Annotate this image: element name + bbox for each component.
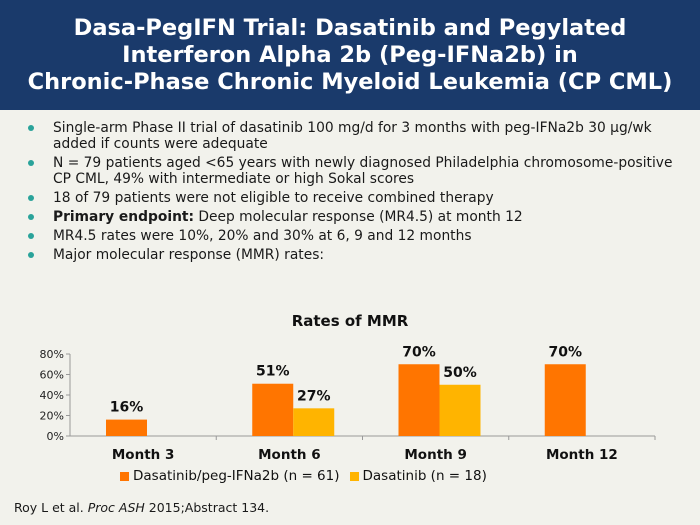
y-tick-label: 60% [40, 369, 64, 382]
legend-swatch-dasatinib [349, 471, 359, 481]
bullet-text: Single-arm Phase II trial of dasatinib 1… [53, 120, 652, 152]
y-tick-label: 80% [40, 348, 64, 361]
bullet-list: Single-arm Phase II trial of dasatinib 1… [26, 120, 686, 266]
citation: Roy L et al. Proc ASH 2015;Abstract 134. [14, 500, 269, 515]
bar-combo-month-6 [252, 383, 294, 436]
bar-combo-month-3 [106, 419, 147, 436]
bullet-item: N = 79 patients aged <65 years with newl… [26, 155, 686, 187]
data-label: 51% [256, 364, 290, 380]
bullet-item: Single-arm Phase II trial of dasatinib 1… [26, 120, 686, 152]
data-label: 16% [110, 400, 144, 416]
data-label: 70% [402, 344, 436, 360]
bullet-dot-icon [28, 252, 34, 258]
chart-legend: Dasatinib/peg-IFNa2b (n = 61) Dasatinib … [120, 468, 487, 484]
citation-prefix: Roy L et al. [14, 500, 88, 515]
bullet-dot-icon [28, 233, 34, 239]
bar-dasatinib-month-6 [293, 408, 335, 436]
bar-dasatinib-month-9 [439, 384, 481, 436]
data-label: 27% [297, 388, 331, 404]
bar-combo-month-9 [398, 364, 440, 436]
citation-suffix: 2015;Abstract 134. [144, 500, 270, 515]
data-label: 50% [443, 365, 477, 381]
citation-journal: Proc ASH [87, 500, 145, 515]
x-tick-label: Month 6 [258, 447, 320, 463]
chart-title: Rates of MMR [291, 312, 409, 330]
bullet-item: Primary endpoint: Deep molecular respons… [26, 209, 686, 225]
x-tick-label: Month 12 [546, 447, 618, 463]
bullet-text: 18 of 79 patients were not eligible to r… [53, 190, 494, 206]
bullet-bold-label: Primary endpoint: [53, 209, 195, 225]
slide-header: Dasa-PegIFN Trial: Dasatinib and Pegylat… [0, 0, 700, 110]
y-tick-label: 0% [47, 430, 64, 443]
bullet-dot-icon [28, 195, 34, 201]
legend-item-dasatinib: Dasatinib (n = 18) [349, 468, 487, 484]
bullet-item: MR4.5 rates were 10%, 20% and 30% at 6, … [26, 228, 686, 244]
data-label: 70% [548, 344, 582, 360]
bullet-text: N = 79 patients aged <65 years with newl… [53, 155, 673, 187]
bullet-dot-icon [28, 125, 34, 131]
bullet-text: Major molecular response (MMR) rates: [53, 247, 325, 263]
legend-label-combo: Dasatinib/peg-IFNa2b (n = 61) [133, 468, 340, 484]
bullet-dot-icon [28, 160, 34, 166]
mmr-bar-chart: 0% 20% 40% 60% 80% 16% Month 3 51% 27% Month 6 70%… [40, 344, 656, 463]
legend-label-dasatinib: Dasatinib (n = 18) [362, 468, 487, 484]
bullet-item: Major molecular response (MMR) rates: [26, 247, 686, 263]
x-tick-label: Month 9 [404, 447, 466, 463]
bullet-dot-icon [28, 214, 34, 220]
bullet-item: 18 of 79 patients were not eligible to r… [26, 190, 686, 206]
y-tick-label: 40% [40, 389, 64, 402]
bullet-text: MR4.5 rates were 10%, 20% and 30% at 6, … [53, 228, 472, 244]
bullet-text: Deep molecular response (MR4.5) at month… [194, 209, 523, 225]
slide-title: Dasa-PegIFN Trial: Dasatinib and Pegylat… [27, 14, 673, 95]
x-tick-label: Month 3 [112, 447, 174, 463]
legend-swatch-combo [120, 471, 129, 481]
bar-combo-month-12 [544, 364, 586, 436]
y-tick-label: 20% [40, 410, 64, 423]
legend-item-combo: Dasatinib/peg-IFNa2b (n = 61) [120, 468, 340, 484]
